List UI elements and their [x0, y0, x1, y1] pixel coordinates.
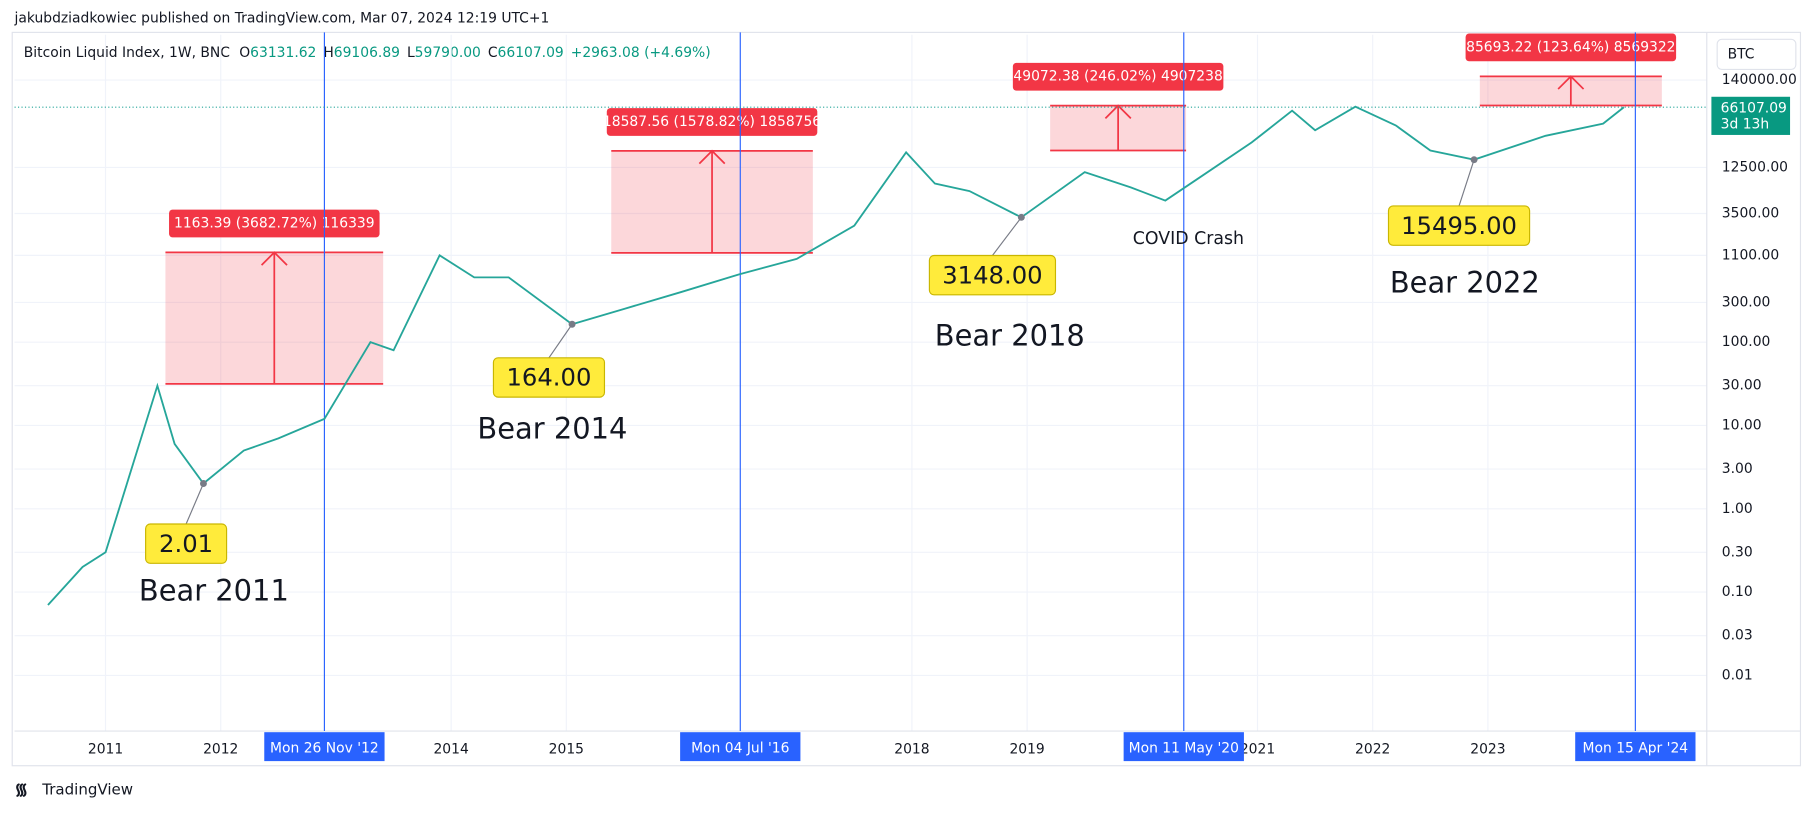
y-tick-label: 12500.00 [1722, 159, 1788, 175]
x-tick-label: 2023 [1470, 742, 1505, 758]
callout-box [1387, 205, 1531, 246]
y-tick-label: 0.01 [1722, 667, 1753, 683]
measure-label-box [1012, 62, 1224, 91]
y-tick-label: 0.03 [1722, 628, 1753, 644]
measure-label: 49072.38 (246.02%) 4907238 [1013, 69, 1222, 85]
ohlc-key: H [323, 45, 333, 61]
date-label: Mon 26 Nov '12 [270, 740, 379, 756]
callout-value: 164.00 [506, 363, 591, 392]
ohlc-key: L [407, 45, 415, 61]
currency-button[interactable]: BTC [1716, 38, 1797, 70]
callout-leader [548, 323, 573, 359]
currency-box[interactable] [1716, 38, 1797, 70]
callout-value: 2.01 [159, 529, 213, 558]
callout-leader [185, 483, 204, 525]
ohlc-key: O [239, 45, 250, 61]
callout-caption: Bear 2022 [1390, 266, 1540, 300]
callout-point [1470, 156, 1478, 164]
symbol-legend: Bitcoin Liquid Index, 1W, BNC O63131.62 H6… [24, 45, 711, 61]
callout-caption: Bear 2018 [935, 319, 1085, 353]
x-tick-label: 2021 [1240, 742, 1275, 758]
y-tick-label: 0.30 [1722, 544, 1753, 560]
last-price: 66107.09 [1721, 100, 1787, 116]
measure-label: 18587.56 (1578.82%) 1858756 [603, 114, 821, 130]
callout-caption: Bear 2014 [477, 412, 627, 446]
x-tick-label: 2012 [203, 742, 238, 758]
y-tick-label: 140000.00 [1722, 72, 1797, 88]
ohlc-value: 59790.00 [415, 45, 481, 61]
y-tick-label: 1.00 [1722, 501, 1753, 517]
callout-value: 15495.00 [1401, 211, 1517, 240]
ohlc-value: 66107.09 [498, 45, 564, 61]
date-label: Mon 15 Apr '24 [1583, 740, 1689, 756]
callout-caption: Bear 2011 [139, 573, 289, 607]
measure-arrowhead [260, 251, 288, 266]
measure-label-box [169, 209, 380, 238]
date-label: Mon 04 Jul '16 [691, 740, 789, 756]
y-tick-label: 1100.00 [1722, 247, 1779, 263]
y-tick-label: 30.00 [1722, 378, 1762, 394]
y-tick-label: 100.00 [1722, 334, 1771, 350]
price-line [47, 105, 1625, 606]
callout-leader [1458, 159, 1475, 207]
measure-arrowhead [698, 149, 726, 165]
y-tick-label: 10.00 [1722, 417, 1762, 433]
y-tick-label: 300.00 [1722, 294, 1771, 310]
published: jakubdziadkowiec published on TradingVie… [14, 11, 550, 27]
callout-box [492, 357, 606, 398]
ohlc-value: 69106.89 [334, 45, 400, 61]
measure-label: 1163.39 (3682.72%) 116339 [174, 215, 375, 231]
date-label-box [264, 732, 385, 762]
brand: ᯾ TradingView [15, 780, 133, 799]
y-tick-label: 0.10 [1722, 584, 1753, 600]
measure-label-box [606, 108, 818, 136]
date-label-box [680, 732, 801, 762]
currency[interactable]: BTC [1728, 46, 1755, 62]
callout-point [568, 320, 576, 328]
brand-name: TradingView [41, 781, 133, 799]
x-tick-label: 2011 [88, 742, 123, 758]
measure-arrowhead [1104, 104, 1132, 119]
date-label-box [1123, 732, 1244, 762]
ohlc-key: C [488, 45, 498, 61]
x-tick-label: 2019 [1009, 742, 1044, 758]
measure-label-box [1465, 33, 1677, 62]
ohlc-value: 63131.62 [250, 45, 316, 61]
callout-leader [991, 216, 1022, 256]
measure-label: 85693.22 (123.64%) 8569322 [1466, 39, 1675, 55]
last-price-box [1711, 96, 1791, 135]
countdown: 3d 13h [1721, 117, 1770, 133]
change: +2963.08 (+4.69%) [571, 45, 711, 61]
callout-box [145, 523, 228, 564]
callout-point [1017, 213, 1025, 221]
y-tick-label: 3.00 [1722, 461, 1753, 477]
annotation: COVID Crash [1133, 229, 1244, 249]
x-tick-label: 2022 [1355, 742, 1390, 758]
x-tick-label: 2014 [433, 742, 468, 758]
brand-logo: ᯾ [15, 780, 29, 799]
y-tick-label: 3500.00 [1722, 206, 1779, 222]
x-tick-label: 2018 [894, 742, 929, 758]
x-tick-label: 2015 [549, 742, 584, 758]
callout-point [199, 480, 207, 487]
chart-frame [11, 31, 1802, 767]
symbol: Bitcoin Liquid Index, 1W, BNC [24, 45, 230, 61]
date-label: Mon 11 May '20 [1129, 740, 1239, 756]
date-label-box [1575, 732, 1696, 762]
callout-value: 3148.00 [942, 260, 1042, 289]
callout-box [928, 254, 1057, 296]
measure-arrowhead [1557, 75, 1585, 90]
